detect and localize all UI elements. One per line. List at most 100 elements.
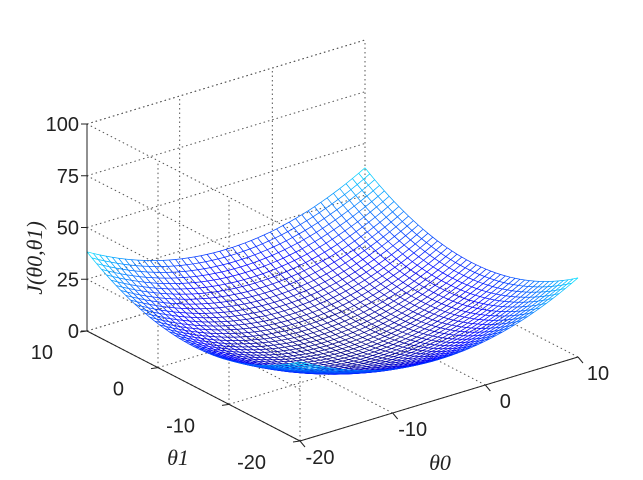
mesh-segment: [164, 328, 170, 333]
mesh-segment: [464, 327, 472, 333]
mesh-segment: [340, 350, 348, 353]
mesh-segment: [373, 226, 379, 233]
mesh-segment: [279, 306, 285, 312]
mesh-segment: [400, 315, 408, 320]
mesh-segment: [325, 203, 333, 209]
mesh-segment: [276, 225, 284, 230]
mesh-segment: [333, 317, 341, 321]
mesh-segment: [246, 335, 253, 337]
mesh-segment: [292, 340, 300, 343]
mesh-segment: [215, 271, 222, 274]
mesh-segment: [449, 308, 457, 314]
mesh-segment: [223, 289, 230, 291]
mesh-segment: [294, 352, 300, 356]
mesh-segment: [459, 291, 466, 297]
mesh-segment: [300, 349, 308, 352]
mesh-segment: [112, 256, 119, 259]
mesh-segment: [368, 221, 374, 228]
mesh-segment: [184, 271, 191, 278]
mesh-segment: [257, 338, 265, 340]
mesh-segment: [289, 283, 296, 289]
mesh-segment: [347, 283, 353, 288]
mesh-segment: [86, 251, 94, 254]
mesh-segment: [401, 285, 409, 291]
mesh-segment: [464, 347, 471, 351]
mesh-segment: [280, 271, 287, 275]
mesh-segment: [286, 342, 292, 347]
mesh-segment: [395, 293, 401, 298]
mesh-segment: [356, 354, 362, 357]
mesh-segment: [345, 363, 353, 366]
mesh-segment: [355, 231, 362, 237]
mesh-segment: [122, 286, 128, 293]
mesh-segment: [341, 311, 347, 316]
mesh-segment: [343, 267, 351, 272]
mesh-segment: [202, 297, 210, 300]
mesh-segment: [212, 307, 220, 309]
mesh-segment: [366, 355, 373, 358]
mesh-segment: [399, 270, 405, 275]
mesh-segment: [527, 280, 535, 287]
mesh-segment: [378, 226, 386, 233]
mesh-segment: [399, 235, 406, 242]
mesh-segment: [372, 263, 380, 269]
mesh-segment: [440, 252, 447, 257]
mesh-segment: [232, 324, 239, 326]
mesh-segment: [251, 270, 257, 277]
mesh-segment: [402, 282, 409, 286]
mesh-segment: [319, 347, 325, 351]
mesh-segment: [210, 292, 216, 298]
mesh-segment: [155, 305, 161, 311]
mesh-segment: [352, 216, 358, 223]
mesh-segment: [453, 330, 461, 336]
mesh-segment: [350, 317, 357, 322]
mesh-segment: [403, 244, 410, 250]
mesh-segment: [398, 321, 406, 326]
mesh-segment: [349, 231, 357, 237]
mesh-segment: [342, 301, 350, 306]
mesh-segment: [277, 312, 283, 317]
mesh-segment: [351, 221, 358, 227]
mesh-segment: [398, 278, 404, 283]
mesh-segment: [177, 315, 184, 321]
mesh-segment: [332, 343, 338, 347]
mesh-segment: [355, 298, 361, 303]
mesh-segment: [200, 254, 208, 257]
mesh-segment: [451, 307, 457, 310]
mesh-segment: [353, 279, 359, 285]
mesh-segment: [375, 345, 383, 349]
mesh-segment: [372, 338, 379, 343]
mesh-segment: [378, 231, 384, 238]
mesh-segment: [427, 317, 433, 321]
mesh-segment: [294, 257, 301, 261]
mesh-segment: [424, 246, 432, 252]
mesh-segment: [323, 351, 330, 355]
mesh-segment: [330, 328, 338, 332]
mesh-segment: [365, 271, 372, 277]
mesh-segment: [314, 344, 321, 348]
mesh-segment: [418, 283, 425, 288]
mesh-segment: [347, 360, 354, 363]
mesh-segment: [450, 329, 456, 332]
mesh-segment: [243, 277, 251, 281]
mesh-segment: [414, 305, 420, 309]
mesh-segment: [238, 340, 244, 345]
mesh-segment: [334, 311, 342, 315]
mesh-segment: [190, 317, 196, 322]
mesh-segment: [240, 349, 246, 353]
mesh-segment: [439, 328, 446, 333]
mesh-segment: [485, 333, 493, 338]
mesh-segment: [237, 250, 244, 254]
mesh-segment: [296, 278, 303, 282]
mesh-segment: [257, 322, 263, 327]
mesh-segment: [370, 345, 376, 349]
mesh-segment: [413, 326, 421, 331]
mesh-segment: [147, 291, 154, 294]
mesh-segment: [411, 313, 419, 319]
mesh-segment: [394, 262, 402, 268]
mesh-segment: [251, 339, 257, 344]
mesh-segment: [477, 331, 485, 336]
mesh-segment: [320, 233, 328, 239]
mesh-segment: [181, 323, 188, 325]
mesh-segment: [471, 262, 477, 266]
